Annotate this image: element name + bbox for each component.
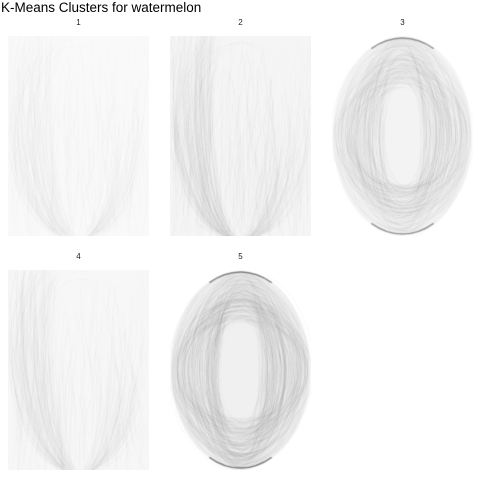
cluster-label-4: 4 (59, 252, 99, 261)
cluster-sketch-1 (8, 36, 149, 236)
cluster-label-2: 2 (221, 18, 261, 27)
chart-title: K-Means Clusters for watermelon (1, 0, 201, 15)
cluster-sketch-2 (170, 36, 311, 236)
cluster-label-1: 1 (59, 18, 99, 27)
cluster-label-3: 3 (383, 18, 423, 27)
cluster-sketch-5 (170, 270, 311, 470)
cluster-sketch-4 (8, 270, 149, 470)
cluster-label-5: 5 (221, 252, 261, 261)
cluster-sketch-3 (332, 36, 473, 236)
